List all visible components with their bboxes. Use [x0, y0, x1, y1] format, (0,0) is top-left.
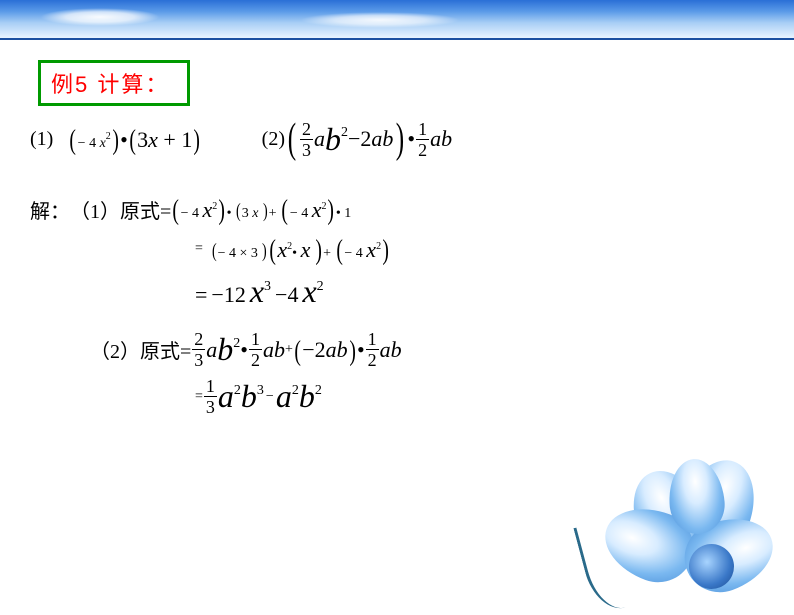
- frac-1-2: 12: [416, 120, 429, 159]
- frac-2-3: 23: [300, 120, 313, 159]
- p2-expr: ( 23 ab2 −2ab ) • 12 ab: [285, 115, 452, 163]
- sol2-line1: （2）原式= 23 ab2 • 12 ab + (−2ab) • 12 ab: [90, 330, 760, 369]
- content-area: (1) (− 4 x2)•(3x + 1) (2) ( 23 ab2 −2ab …: [30, 115, 760, 424]
- example-title: 例5 计算：: [51, 72, 169, 97]
- sol2-line2: = 13 a2b3 − a2b2: [195, 377, 760, 416]
- p1-label: (1): [30, 128, 53, 151]
- flower-decoration: [574, 449, 794, 609]
- sky-banner: [0, 0, 794, 40]
- p1-expr: (− 4 x2)•(3x + 1): [68, 123, 201, 155]
- sol1-line1: 解： （1）原式= (− 4 x2)• (3 x )+ (− 4 x2)• 1: [30, 193, 760, 225]
- problems-row: (1) (− 4 x2)•(3x + 1) (2) ( 23 ab2 −2ab …: [30, 115, 760, 163]
- solution-label: 解：: [30, 195, 70, 224]
- sol1-line2: = (− 4 × 3 )(x2• x )+ (− 4 x2): [195, 233, 760, 265]
- example-title-box: 例5 计算：: [38, 60, 190, 106]
- p2-label: (2): [262, 128, 285, 151]
- sol1-line3: = −12 x3 −4 x2: [195, 273, 760, 310]
